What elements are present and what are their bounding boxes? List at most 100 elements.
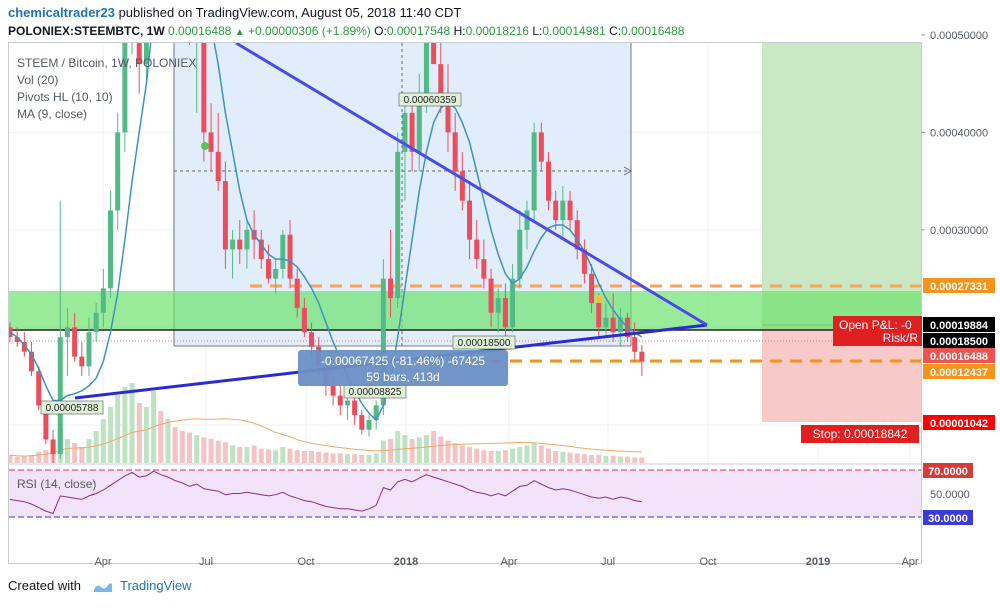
candle-body [502,298,508,328]
volume-bar [136,403,142,463]
legend-pivots[interactable]: Pivots HL (10, 10) [17,90,113,104]
candle-body [481,259,487,279]
price-label-box [923,364,995,379]
legend-ma[interactable]: MA (9, close) [17,107,88,121]
candle-body [538,132,544,162]
legend-volume[interactable]: Vol (20) [17,73,59,87]
candle-body [130,0,135,15]
candle-body [136,43,142,65]
volume-bar [488,451,494,463]
x-tick-label: 2018 [394,556,418,568]
price-label: 0.00001042 [930,418,988,430]
candle-body [301,307,307,333]
indicator-legend: STEEM / Bitcoin, 1W, POLONIEX Vol (20) P… [17,55,196,123]
candle-body [93,312,99,333]
author-link[interactable]: chemicaltrader23 [8,5,115,20]
price-label: 0.00018500 [930,336,988,348]
rsi-band [9,470,921,517]
candle-body [72,327,78,357]
volume-bar [416,437,422,463]
volume-bar [603,455,609,463]
candle-body [438,64,444,94]
volume-bar [316,451,322,463]
volume-bar [395,431,401,463]
candle-body [359,415,365,430]
volume-bar [596,455,602,463]
volume-bar [388,439,394,463]
volume-bar [72,443,78,463]
volume-bar [567,452,573,463]
volume-bar [344,454,350,463]
stop-box [801,425,919,443]
open-value: 0.00017548 [386,24,451,38]
volume-bar [459,445,465,463]
candle-body [108,210,114,289]
legend-title: STEEM / Bitcoin, 1W, POLONIEX [17,56,197,70]
volume-bar [581,454,587,463]
symbol-quote-line: POLONIEX:STEEMBTC, 1W 0.00016488 ▲ +0.00… [8,24,684,38]
open-label: O: [374,24,387,38]
y-tick-label: 0.00050000 [930,30,988,42]
pivot-low-label-3-box [452,335,516,350]
stop-text: Stop: 0.00018842 [813,427,908,441]
volume-bar [265,449,271,463]
candle-body [14,337,20,342]
candle-body [395,151,401,299]
volume-bar [481,450,487,463]
volume-bar [510,448,516,463]
candle-body [581,249,587,274]
price-label: 0.00019884 [930,320,989,332]
publish-info: published on TradingView.com, August 05,… [118,5,462,20]
candle-body [122,43,128,133]
support-zone [9,291,921,330]
low-label: L: [532,24,543,38]
measure-change-text: -0.00067425 (-81.46%) -67425 [321,354,485,368]
pivot-high-label: 0.00060359 [404,95,457,106]
up-triangle-icon: ▲ [234,27,245,38]
volume-bar [553,451,559,463]
high-label: H: [453,24,466,38]
x-tick-label: Oct [699,556,716,568]
risk-reward-text: Risk/R [883,331,919,345]
price-label: 0.00016488 [930,351,988,363]
volume-bar [179,431,185,463]
volume-bar [122,387,128,463]
candle-body [617,317,623,333]
volume-bar [108,407,114,463]
candle-body [488,278,494,313]
volume-bar [474,448,480,463]
rsi-legend[interactable]: RSI (14, close) [17,477,97,491]
volume-bar [624,456,630,463]
volume-bar [538,445,544,463]
volume-bar [574,453,580,463]
volume-bar [617,456,623,463]
price-label: 0.00027331 [930,281,988,293]
volume-bar [445,440,451,463]
candle-body [330,385,336,396]
volume-bar [172,427,178,463]
signal-dot [595,295,603,303]
volume-bar [337,453,343,463]
rsi-mid-label: 50.0000 [930,489,970,501]
candle-body [64,327,70,338]
candle-body [344,400,350,406]
candle-body [352,400,358,416]
candle-body [459,171,465,201]
candle-body [230,239,236,250]
candle-body [208,132,214,152]
candle-body [546,161,551,201]
tradingview-link[interactable]: TradingView [120,578,192,593]
volume-bar [467,447,473,463]
volume-bar [502,450,508,463]
rsi-line [9,470,642,515]
y-tick-label: 0.00040000 [930,127,988,139]
volume-bar [14,456,20,463]
long-target-zone [762,43,921,325]
volume-bar [244,447,250,463]
volume-bar [208,439,214,463]
resistance-trendline [235,43,708,327]
candle-body [380,278,386,406]
volume-bar [21,456,27,463]
volume-bar [165,419,171,463]
